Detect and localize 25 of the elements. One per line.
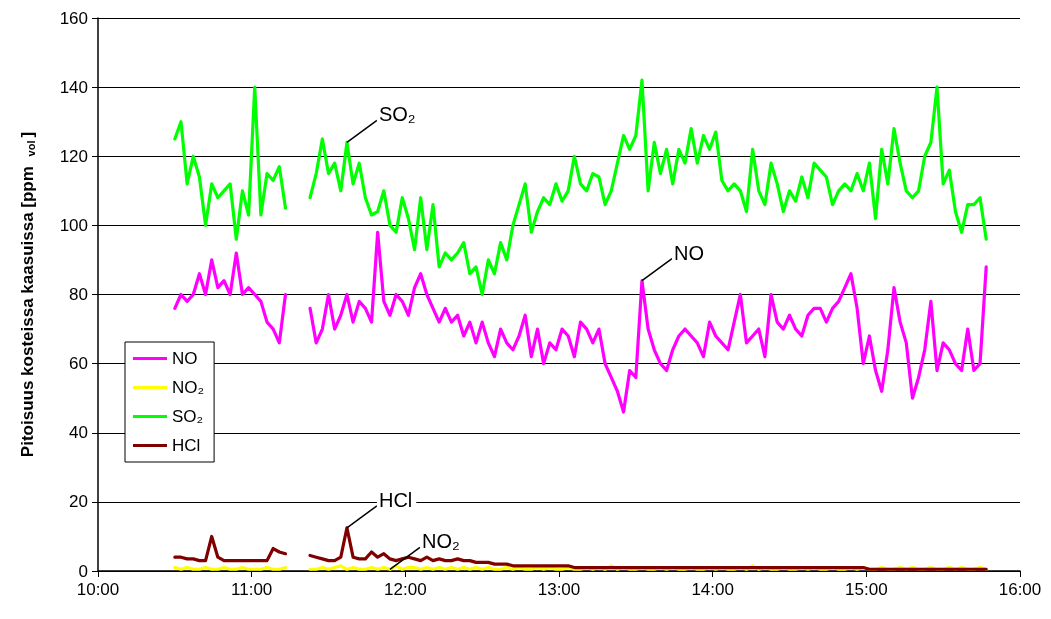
x-tick-label: 14:00: [691, 580, 734, 599]
x-tick-label: 13:00: [537, 580, 581, 599]
y-tick-label: 0: [78, 561, 88, 581]
x-tick-label: 12:00: [384, 580, 427, 599]
legend-label: NO: [172, 349, 198, 368]
x-tick-label: 11:00: [231, 580, 273, 599]
legend-label: NO₂: [172, 378, 205, 397]
y-tick-label: 140: [59, 77, 88, 97]
y-tick-label: 40: [69, 423, 88, 443]
legend-label: HCl: [172, 436, 201, 455]
y-tick-label: 120: [59, 146, 88, 166]
annotation: SO₂: [378, 103, 416, 126]
y-tick-label: 20: [69, 492, 88, 512]
annotation: NO₂: [421, 530, 460, 553]
legend-label: SO₂: [172, 407, 204, 426]
y-tick-label: 80: [69, 285, 88, 304]
y-tick-label: 60: [69, 354, 88, 374]
y-axis-title: Pitoisuus kosteissa kaasuissa [ppm vol]: [18, 131, 37, 458]
annotation: HCl: [378, 488, 413, 511]
y-tick-label: 160: [59, 8, 88, 28]
annotation: NO: [673, 241, 704, 264]
x-tick-label: 15:00: [845, 580, 888, 599]
x-tick-label: 16:00: [998, 580, 1042, 599]
y-tick-label: 100: [59, 215, 88, 235]
x-tick-label: 10:00: [76, 580, 120, 599]
